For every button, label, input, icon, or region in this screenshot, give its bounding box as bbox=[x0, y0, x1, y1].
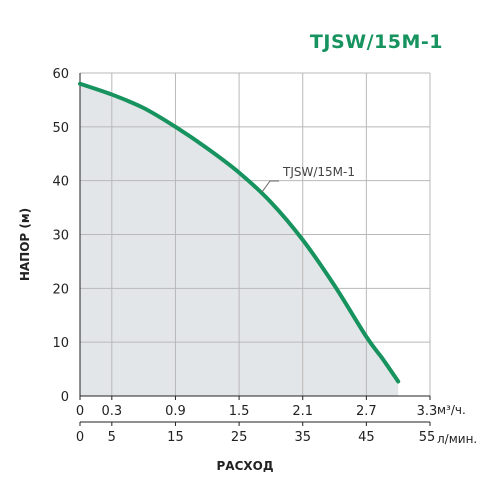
y-tick-label: 10 bbox=[52, 336, 69, 351]
curve-label-leader bbox=[261, 180, 279, 193]
curve-series bbox=[78, 81, 401, 384]
y-tick-label: 60 bbox=[52, 67, 69, 82]
x-secondary-tick-label: 15 bbox=[167, 430, 184, 445]
x-primary-tick-label: 0.9 bbox=[165, 404, 186, 419]
x-primary-tick-label: 2.7 bbox=[356, 404, 377, 419]
y-tick-label: 20 bbox=[52, 282, 69, 297]
x-axis-primary-unit: м³/ч. bbox=[437, 403, 466, 417]
x-primary-tick-label: 0.3 bbox=[101, 404, 122, 419]
x-axis-secondary-unit: л/мин. bbox=[437, 432, 477, 446]
x-secondary-tick-label: 25 bbox=[231, 430, 248, 445]
x-secondary-tick-label: 0 bbox=[76, 430, 84, 445]
y-axis-title: НАПОР (м) bbox=[18, 208, 32, 281]
x-axis-title: РАСХОД bbox=[216, 459, 273, 473]
x-primary-tick-label: 0 bbox=[76, 404, 84, 419]
chart-axes bbox=[79, 73, 431, 426]
performance-curve-line bbox=[78, 81, 401, 384]
y-tick-label: 40 bbox=[52, 175, 69, 190]
x-secondary-tick-label: 55 bbox=[419, 430, 436, 445]
x-primary-tick-label: 1.5 bbox=[229, 404, 250, 419]
curve-series-label: TJSW/15M-1 bbox=[282, 165, 355, 179]
x-secondary-tick-label: 5 bbox=[108, 430, 116, 445]
tick-labels: 0 10 20 30 40 50 60 0 0.3 0.9 1.5 2.1 2.7 3.3 0 5 15 25 35… bbox=[52, 67, 437, 445]
y-tick-label: 30 bbox=[52, 229, 69, 244]
x-primary-tick-label: 3.3 bbox=[417, 404, 438, 419]
x-secondary-tick-label: 35 bbox=[294, 430, 311, 445]
y-tick-label: 50 bbox=[52, 121, 69, 136]
page-title: TJSW/15M-1 bbox=[310, 31, 443, 53]
x-primary-tick-label: 2.1 bbox=[292, 404, 313, 419]
y-tick-label: 0 bbox=[61, 390, 69, 405]
x-secondary-tick-label: 45 bbox=[358, 430, 375, 445]
